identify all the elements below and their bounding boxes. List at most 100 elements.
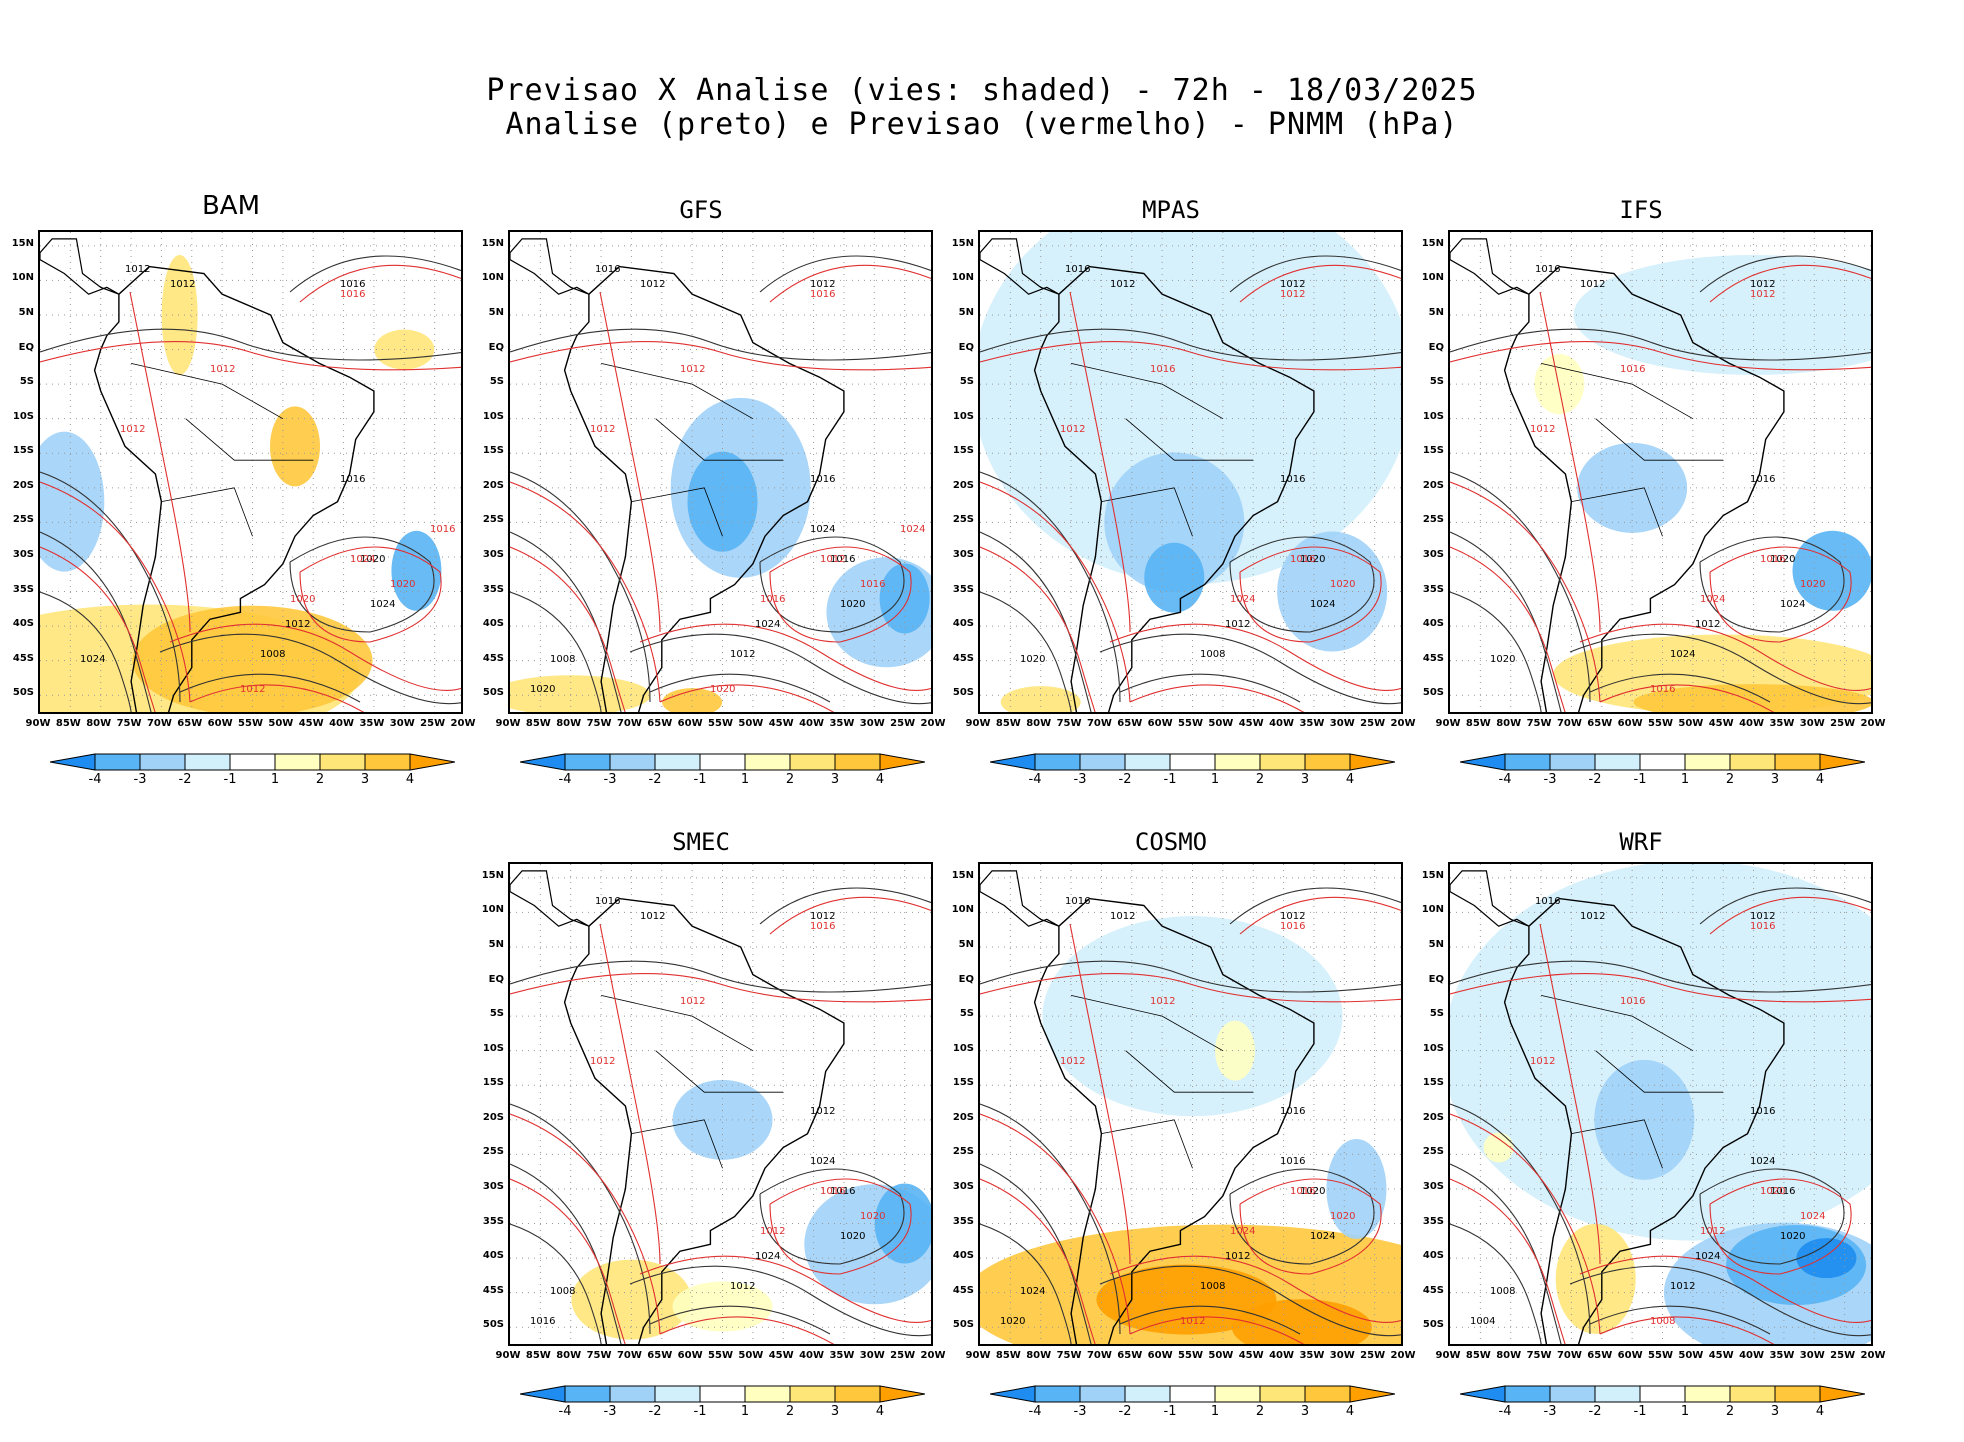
colorbar-tick-label: -4 <box>88 772 102 787</box>
analysis-contour-label: 1012 <box>125 264 150 275</box>
colorbar-tick-label: -1 <box>693 772 707 787</box>
colorbar-bin <box>1349 1385 1395 1403</box>
central-america-coastline <box>510 238 590 295</box>
latitude-tick-label: 20S <box>1422 479 1444 491</box>
latitude-tick-label: EQ <box>488 973 504 985</box>
analysis-contour-label: 1016 <box>1535 264 1560 275</box>
latitude-tick-label: EQ <box>488 341 504 353</box>
forecast-contour-label: 1016 <box>1290 1186 1315 1197</box>
longitude-tick-label: 85W <box>1465 718 1491 729</box>
longitude-tick-label: 25W <box>1360 718 1386 729</box>
analysis-contour-label: 1016 <box>1280 1156 1305 1167</box>
analysis-isobar <box>1699 1168 1845 1265</box>
analysis-contour-label: 1012 <box>810 279 835 290</box>
colorbar-tick-label: 1 <box>740 772 750 787</box>
colorbar-bin <box>564 1385 611 1403</box>
longitude-axis: 90W 85W 80W 75W 70W 65W 60W 55W 50W 45W 40W 35W 30W 2… <box>966 718 1416 732</box>
longitude-tick-label: 35W <box>829 1350 855 1361</box>
longitude-tick-label: 50W <box>1678 718 1704 729</box>
analysis-contour-label: 1012 <box>1580 279 1605 290</box>
colorbar-bin <box>1304 1385 1351 1403</box>
colorbar-bin <box>1684 753 1731 771</box>
map-area: 1016 1012 1012 1016 1016 1020 1024 1012 1008 1024… <box>1448 862 1873 1346</box>
longitude-tick-label: 50W <box>1208 718 1234 729</box>
colorbar-bin <box>1124 1385 1171 1403</box>
longitude-tick-label: 25W <box>890 1350 916 1361</box>
colorbar-tick-label: 3 <box>830 772 840 787</box>
latitude-tick-label: 5N <box>1428 306 1444 318</box>
analysis-isobar <box>980 1163 1092 1344</box>
colorbar-tick-label: 1 <box>1680 772 1690 787</box>
panel-title: WRF <box>1619 828 1663 856</box>
latitude-tick-label: 25S <box>482 514 504 526</box>
forecast-contour-label: 1012 <box>1060 424 1085 435</box>
forecast-contour-label: 1016 <box>1620 364 1645 375</box>
colorbar-tick-label: -3 <box>133 772 147 787</box>
analysis-isobar <box>1450 1223 1542 1344</box>
latitude-tick-label: 5N <box>18 306 34 318</box>
forecast-isobar <box>1450 481 1601 703</box>
forecast-isobar <box>1599 684 1775 712</box>
latitude-tick-label: 25S <box>1422 1146 1444 1158</box>
colorbar-bin <box>1169 753 1216 771</box>
analysis-isobar <box>980 471 1121 703</box>
longitude-tick-label: 85W <box>995 1350 1021 1361</box>
analysis-contour-label: 1024 <box>1310 599 1335 610</box>
latitude-tick-label: 40S <box>952 618 974 630</box>
forecast-contour-label: 1008 <box>1650 1316 1675 1327</box>
analysis-isobar <box>1589 673 1771 703</box>
colorbar-bin <box>1214 753 1261 771</box>
forecast-isobar <box>1539 291 1601 633</box>
latitude-tick-label: 15S <box>1422 1077 1444 1089</box>
colorbar-tick-label: 3 <box>830 1404 840 1419</box>
analysis-contour-label: 1012 <box>1225 1251 1250 1262</box>
forecast-isobar <box>1450 546 1566 712</box>
latitude-tick-label: 5S <box>489 1008 504 1020</box>
longitude-tick-label: 20W <box>1860 1350 1886 1361</box>
latitude-tick-label: 5S <box>959 376 974 388</box>
forecast-contour-label: 1012 <box>1700 1226 1725 1237</box>
colorbar-bin <box>1214 1385 1261 1403</box>
colorbar-tick-label: 4 <box>1815 772 1825 787</box>
latitude-tick-label: 5N <box>958 306 974 318</box>
analysis-contour-label: 1012 <box>640 911 665 922</box>
title-line-2: Analise (preto) e Previsao (vermelho) - … <box>505 107 1459 142</box>
colorbar-bin <box>1549 753 1596 771</box>
bias-shading <box>1231 1299 1372 1344</box>
latitude-tick-label: 10N <box>1421 272 1444 284</box>
longitude-tick-label: 60W <box>1147 1350 1173 1361</box>
colorbar-tick-label: -1 <box>1633 1404 1647 1419</box>
analysis-isobar <box>1699 887 1871 925</box>
latitude-tick-label: 10N <box>951 904 974 916</box>
forecast-contour-label: 1016 <box>820 1186 845 1197</box>
colorbar-bin <box>744 1385 791 1403</box>
analysis-isobar <box>1229 536 1375 633</box>
forecast-contour-label: 1016 <box>1750 921 1775 932</box>
latitude-tick-label: 20S <box>12 479 34 491</box>
colorbar-bin <box>879 753 925 771</box>
longitude-tick-label: 90W <box>495 1350 521 1361</box>
analysis-isobar <box>1589 1305 1771 1335</box>
forecast-isobar <box>1239 1178 1382 1275</box>
latitude-tick-label: 10N <box>11 272 34 284</box>
analysis-contour-label: 1020 <box>1780 1231 1805 1242</box>
longitude-tick-label: 75W <box>1056 1350 1082 1361</box>
south-america-coastline <box>1033 265 1315 712</box>
forecast-contour-label: 1016 <box>1620 996 1645 1007</box>
forecast-isobar <box>980 1178 1096 1344</box>
longitude-tick-label: 85W <box>1465 1350 1491 1361</box>
bias-shading <box>270 406 320 487</box>
analysis-isobar <box>1450 471 1591 703</box>
analysis-contour-label: 1024 <box>810 1156 835 1167</box>
longitude-tick-label: 60W <box>1617 1350 1643 1361</box>
central-america-coastline <box>1450 870 1530 927</box>
latitude-axis: 15N 10N 5N EQ 5S 10S 15S 20S 25S 30S 35S 40S 45S 50S <box>940 230 976 714</box>
colorbar-bin <box>1729 753 1776 771</box>
country-borders <box>130 362 314 537</box>
forecast-contour-label: 1012 <box>590 424 615 435</box>
bias-shading <box>1000 686 1081 712</box>
colorbar-tick-label: -4 <box>1498 772 1512 787</box>
panel-title: MPAS <box>1142 196 1200 224</box>
forecast-contour-label: 1024 <box>1230 1226 1255 1237</box>
forecast-contour-label: 1012 <box>120 424 145 435</box>
